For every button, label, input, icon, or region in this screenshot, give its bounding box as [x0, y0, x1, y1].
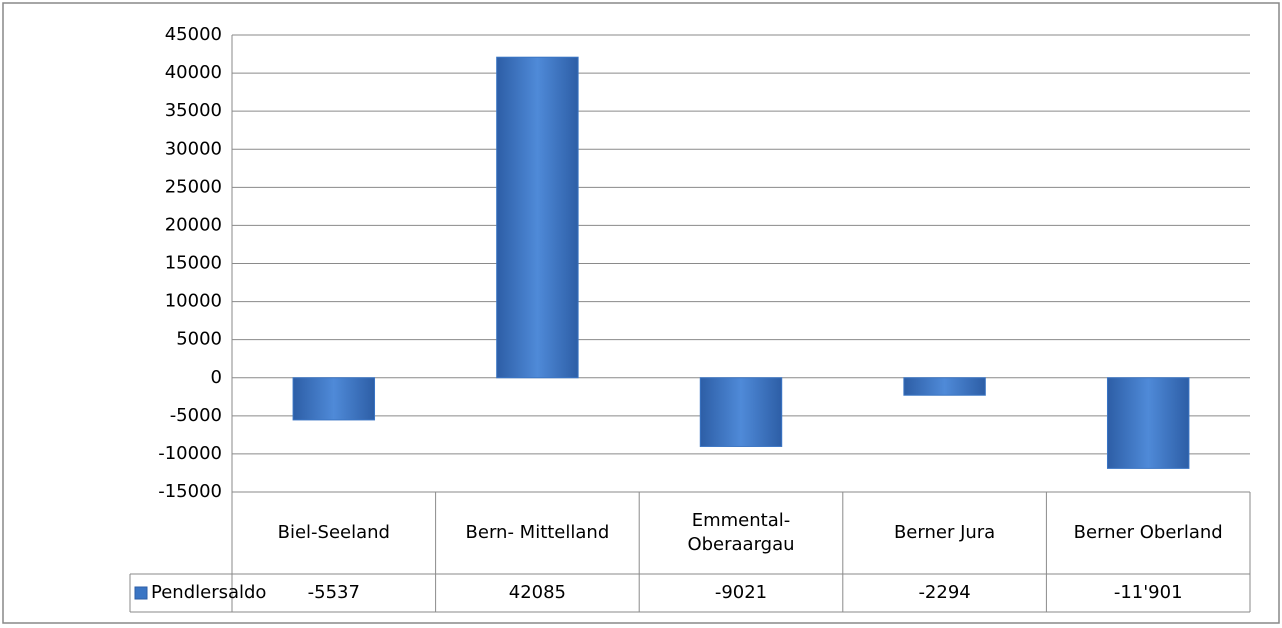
category-label: Bern- Mittelland [465, 521, 610, 543]
y-tick-label: 0 [211, 367, 222, 388]
y-tick-label: 15000 [165, 253, 222, 274]
y-tick-label: 30000 [165, 138, 222, 159]
y-tick-label: 25000 [165, 176, 222, 197]
data-table-value-box: -2294 [918, 581, 971, 603]
data-table-value: -9021 [714, 581, 768, 603]
category-label: Biel-Seeland [277, 521, 390, 543]
y-tick-label: -5000 [170, 405, 222, 426]
category-label: Berner Oberland [1073, 521, 1223, 543]
data-table-value-box: -9021 [714, 581, 768, 603]
bar [292, 377, 376, 421]
category-label: Emmental- Oberaargau [687, 509, 795, 555]
data-table-value-box: -11'901 [1113, 581, 1183, 603]
bar [1106, 377, 1190, 469]
legend-marker [134, 586, 148, 600]
y-tick-label: 40000 [165, 62, 222, 83]
data-table-value-box: -5537 [307, 581, 360, 603]
data-table-value: -5537 [307, 581, 360, 603]
data-table-value: 42085 [508, 581, 567, 603]
data-table-value: -2294 [918, 581, 971, 603]
category-label-box: Berner Jura [893, 521, 996, 543]
y-tick-label: -10000 [158, 443, 222, 464]
bar [496, 56, 579, 379]
y-tick-label: 20000 [165, 214, 222, 235]
y-tick-label: -15000 [158, 481, 222, 502]
legend-label: Pendlersaldo [151, 582, 266, 603]
category-label-box: Biel-Seeland [277, 521, 390, 543]
category-label-box: Emmental- Oberaargau [687, 509, 795, 555]
y-tick-label: 10000 [165, 291, 222, 312]
y-tick-label: 35000 [165, 100, 222, 121]
y-tick-label: 5000 [176, 329, 222, 350]
data-table-value: -11'901 [1113, 581, 1183, 603]
y-tick-label: 45000 [165, 24, 222, 45]
bar [903, 377, 986, 396]
category-label: Berner Jura [893, 521, 996, 543]
category-label-box: Bern- Mittelland [465, 521, 610, 543]
data-table-value-box: 42085 [508, 581, 567, 603]
category-label-box: Berner Oberland [1073, 521, 1223, 543]
bar [699, 377, 783, 447]
